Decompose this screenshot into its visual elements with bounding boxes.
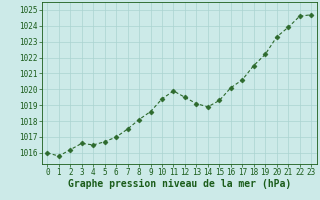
X-axis label: Graphe pression niveau de la mer (hPa): Graphe pression niveau de la mer (hPa)	[68, 179, 291, 189]
